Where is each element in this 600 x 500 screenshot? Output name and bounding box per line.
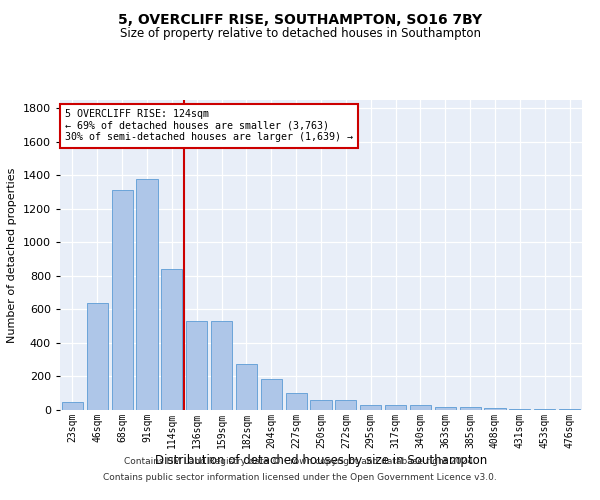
Bar — [286, 393, 307, 410]
Text: Contains public sector information licensed under the Open Government Licence v3: Contains public sector information licen… — [103, 472, 497, 482]
Bar — [310, 400, 332, 410]
Bar — [261, 379, 282, 410]
Text: Size of property relative to detached houses in Southampton: Size of property relative to detached ho… — [119, 28, 481, 40]
Text: Contains HM Land Registry data © Crown copyright and database right 2024.: Contains HM Land Registry data © Crown c… — [124, 458, 476, 466]
Bar — [211, 321, 232, 410]
Bar — [360, 405, 381, 410]
Bar — [87, 303, 108, 410]
Bar — [112, 190, 133, 410]
Y-axis label: Number of detached properties: Number of detached properties — [7, 168, 17, 342]
Bar — [186, 321, 207, 410]
Bar — [509, 408, 530, 410]
Bar — [136, 179, 158, 410]
Bar — [460, 408, 481, 410]
Bar — [385, 405, 406, 410]
Bar — [410, 406, 431, 410]
Bar — [62, 402, 83, 410]
Text: 5, OVERCLIFF RISE, SOUTHAMPTON, SO16 7BY: 5, OVERCLIFF RISE, SOUTHAMPTON, SO16 7BY — [118, 12, 482, 26]
X-axis label: Distribution of detached houses by size in Southampton: Distribution of detached houses by size … — [155, 454, 487, 466]
Bar — [335, 400, 356, 410]
Bar — [161, 269, 182, 410]
Bar — [484, 408, 506, 410]
Bar — [435, 406, 456, 410]
Bar — [236, 364, 257, 410]
Text: 5 OVERCLIFF RISE: 124sqm
← 69% of detached houses are smaller (3,763)
30% of sem: 5 OVERCLIFF RISE: 124sqm ← 69% of detach… — [65, 110, 353, 142]
Bar — [534, 409, 555, 410]
Bar — [559, 409, 580, 410]
